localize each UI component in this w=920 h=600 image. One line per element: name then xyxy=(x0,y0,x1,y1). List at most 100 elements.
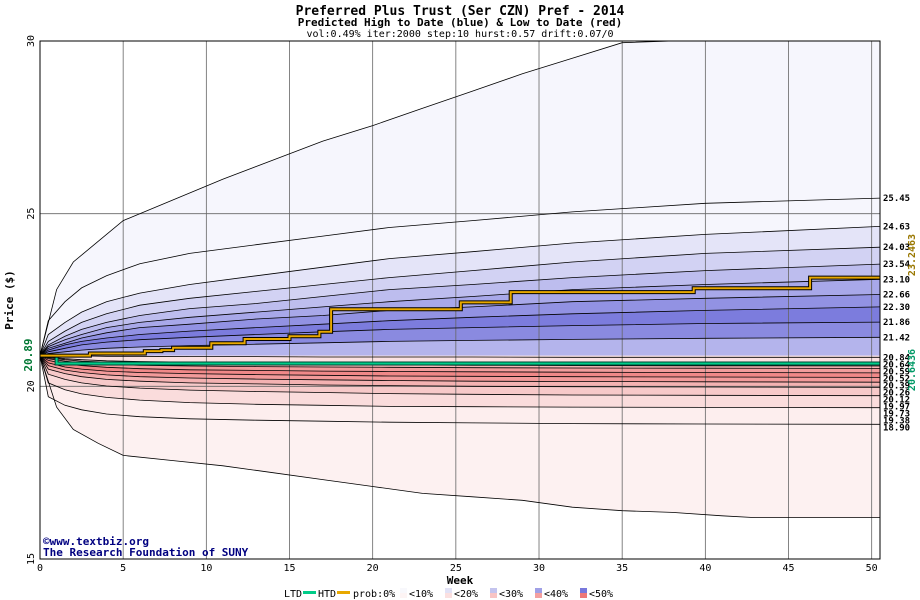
high-band xyxy=(40,226,880,356)
percentile-line xyxy=(40,355,880,369)
legend-item-label: <40% xyxy=(544,589,568,600)
legend-item-label: <20% xyxy=(454,589,478,600)
curve-end-label: 20.26 xyxy=(883,388,910,398)
outer-upper-line xyxy=(40,41,880,356)
legend-swatch-red xyxy=(490,593,497,598)
high-band xyxy=(40,322,880,356)
plot-border xyxy=(39,40,881,560)
curve-end-label: 25.45 xyxy=(883,194,910,204)
low-band xyxy=(40,355,880,425)
legend-swatch-blue xyxy=(445,588,452,593)
low-band xyxy=(40,355,880,373)
low-band xyxy=(40,355,880,396)
credit-line-2: The Research Foundation of SUNY xyxy=(43,546,249,559)
curve-end-label: 21.86 xyxy=(883,318,910,328)
legend-ltd-swatch xyxy=(303,591,316,594)
low-band xyxy=(40,355,880,408)
curve-end-label: 24.03 xyxy=(883,243,910,253)
curve-end-label: 20.39 xyxy=(883,381,910,391)
x-tick-label: 25 xyxy=(450,563,462,574)
x-tick-label: 20 xyxy=(367,563,379,574)
curve-end-label: 24.63 xyxy=(883,222,910,232)
chart-subtitle: Predicted High to Date (blue) & Low to D… xyxy=(298,16,623,29)
x-tick-label: 45 xyxy=(782,563,794,574)
percentile-line xyxy=(40,226,880,356)
percentile-line xyxy=(40,294,880,356)
y-tick-label: 15 xyxy=(26,553,37,565)
grid-lines xyxy=(39,40,880,560)
legend-swatch-red xyxy=(400,593,407,598)
legend-prob-label: prob:0% xyxy=(353,589,395,600)
credit-line-1: ©www.textbiz.org xyxy=(43,535,149,548)
start-price-label: 20.89 xyxy=(22,338,35,371)
curve-end-label: 20.64 xyxy=(883,360,911,370)
x-tick-label: 10 xyxy=(200,563,212,574)
curve-end-label: 18.90 xyxy=(883,423,910,433)
legend-item-label: <30% xyxy=(499,589,523,600)
legend-swatch-red xyxy=(535,593,542,598)
high-band xyxy=(40,279,880,356)
y-tick-label: 20 xyxy=(26,380,37,392)
curve-end-label: 19.73 xyxy=(883,409,910,419)
htd-path xyxy=(40,276,880,357)
x-tick-label: 5 xyxy=(120,563,126,574)
percentile-line xyxy=(40,355,880,383)
legend: LTD HTD prob:0% <10% <20% <30% <40% <50% xyxy=(284,588,613,600)
chart-params: vol:0.49% iter:2000 step:10 hurst:0.57 d… xyxy=(306,29,613,40)
legend-item-label: <10% xyxy=(409,589,433,600)
legend-htd-label: HTD xyxy=(318,589,336,600)
curve-end-label: 20.59 xyxy=(883,367,910,377)
percentile-line xyxy=(40,355,880,409)
curve-end-label: 20.12 xyxy=(883,395,910,405)
legend-item-label: <50% xyxy=(589,589,613,600)
x-tick-label: 15 xyxy=(283,563,295,574)
x-tick-label: 35 xyxy=(616,563,628,574)
curve-end-label: 22.30 xyxy=(883,303,910,313)
percentile-line xyxy=(40,355,880,397)
axes: 0 5 10 15 20 25 30 35 40 45 50 15 20 25 30 xyxy=(26,35,881,574)
plot-area xyxy=(40,41,880,559)
x-tick-label: 40 xyxy=(699,563,711,574)
curve-labels: 25.45 24.63 24.03 23.54 23.10 22.66 22.30 21.86… xyxy=(883,194,911,433)
curve-end-label: 21.42 xyxy=(883,333,910,343)
legend-swatch-blue xyxy=(580,588,587,593)
ltd-final-label: 20.6436 xyxy=(907,349,918,391)
percentile-line xyxy=(40,263,880,356)
percentile-line xyxy=(40,246,880,356)
legend-swatch-red xyxy=(445,593,452,598)
high-band xyxy=(40,294,880,356)
curve-end-label: 23.10 xyxy=(883,275,910,285)
x-tick-label: 30 xyxy=(533,563,545,574)
y-tick-label: 25 xyxy=(26,208,37,220)
legend-swatch-blue xyxy=(535,588,542,593)
series-lines xyxy=(40,41,880,518)
low-band xyxy=(40,355,880,378)
high-band xyxy=(40,247,880,356)
percentile-line xyxy=(40,355,880,425)
high-band xyxy=(40,306,880,356)
percentile-line xyxy=(40,355,880,388)
x-tick-label: 50 xyxy=(866,563,878,574)
legend-swatch-blue xyxy=(400,588,407,593)
percentile-line xyxy=(40,321,880,356)
legend-ltd-label: LTD xyxy=(284,589,302,600)
percentile-line xyxy=(40,355,880,378)
legend-swatch-red xyxy=(580,593,587,598)
curve-end-label: 20.52 xyxy=(883,374,910,384)
percentile-line xyxy=(40,197,880,356)
high-band xyxy=(40,337,880,358)
x-axis-title: Week xyxy=(447,574,474,587)
curve-end-label: 23.54 xyxy=(883,260,911,270)
low-band xyxy=(40,355,880,388)
legend-swatch-blue xyxy=(490,588,497,593)
high-band xyxy=(40,264,880,356)
htd-final-label: 23.2463 xyxy=(907,234,918,276)
y-axis-title: Price ($) xyxy=(3,270,16,330)
outer-lower-line xyxy=(40,355,880,518)
low-band xyxy=(40,355,880,383)
percentile-line xyxy=(40,306,880,356)
x-tick-label: 0 xyxy=(37,563,43,574)
chart-title: Preferred Plus Trust (Ser CZN) Pref - 20… xyxy=(296,4,625,19)
curve-end-label: 22.66 xyxy=(883,290,910,300)
y-tick-label: 30 xyxy=(26,35,37,47)
